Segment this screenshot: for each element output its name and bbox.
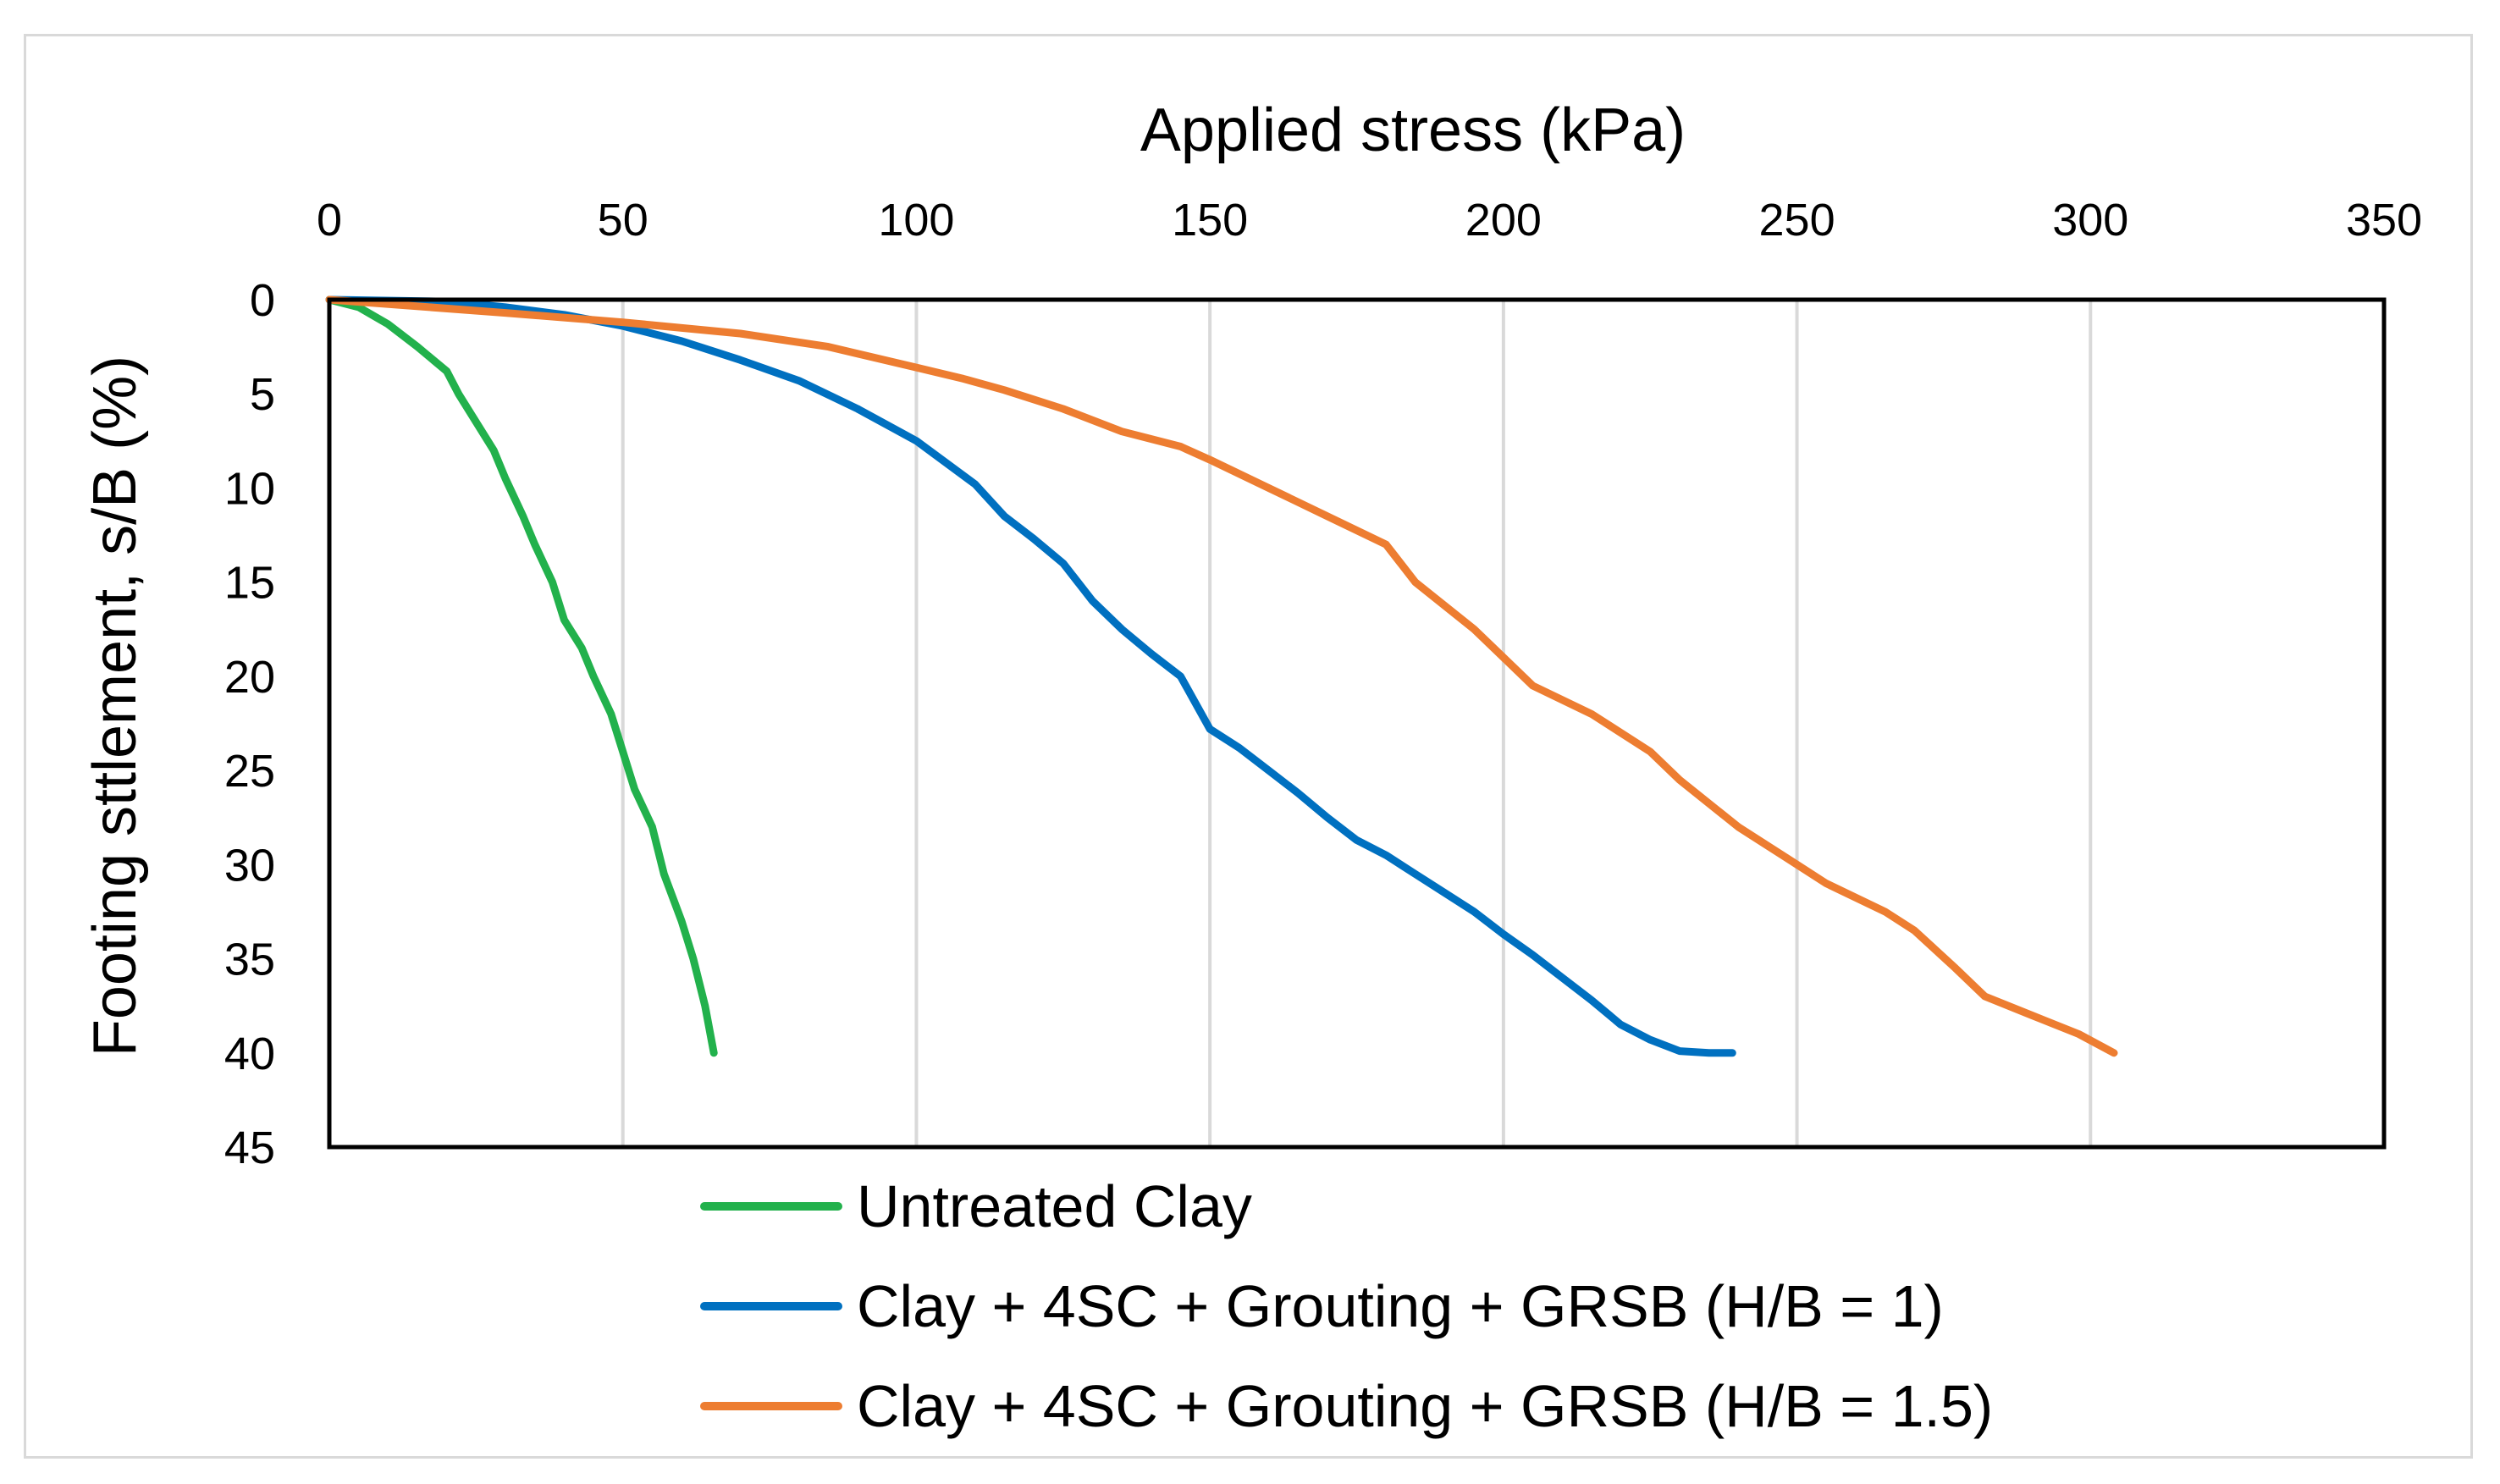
- x-axis-title: Applied stress (kPa): [1140, 97, 1686, 164]
- y-tick-label: 0: [250, 275, 275, 326]
- series-line-2: [325, 295, 1736, 1057]
- x-tick-labels: 0 50 100 150 200 250 300 350: [317, 195, 2422, 245]
- x-tick-label: 0: [317, 195, 342, 245]
- y-tick-label: 30: [224, 840, 275, 891]
- y-tick-labels: 0 5 10 15 20 25 30 35 40 45: [224, 275, 275, 1173]
- x-tick-label: 100: [878, 195, 954, 245]
- legend-label-3: Clay + 4SC + Grouting + GRSB (H/B = 1.5): [857, 1373, 1993, 1439]
- x-tick-label: 50: [598, 195, 648, 245]
- series-line-3: [325, 295, 2118, 1057]
- series-line-1: [325, 295, 718, 1057]
- y-axis-title: Footing sttlement, s/B (%): [81, 356, 149, 1056]
- x-tick-label: 150: [1172, 195, 1248, 245]
- legend-label-2: Clay + 4SC + Grouting + GRSB (H/B = 1): [857, 1273, 1944, 1339]
- legend-label-1: Untreated Clay: [857, 1173, 1252, 1239]
- y-tick-label: 40: [224, 1029, 275, 1079]
- y-tick-label: 20: [224, 652, 275, 703]
- x-tick-label: 350: [2346, 195, 2422, 245]
- x-tick-label: 200: [1465, 195, 1542, 245]
- plot-area-border: [327, 297, 2387, 1150]
- y-tick-label: 5: [250, 369, 275, 420]
- chart-frame: [24, 34, 2473, 1459]
- y-tick-label: 15: [224, 558, 275, 609]
- y-tick-label: 35: [224, 935, 275, 985]
- y-tick-label: 10: [224, 463, 275, 514]
- series-lines: [325, 295, 2118, 1057]
- grid-lines: [621, 300, 2093, 1147]
- legend: Untreated Clay Clay + 4SC + Grouting + GR…: [700, 1173, 1993, 1439]
- y-tick-label: 25: [224, 746, 275, 797]
- x-tick-label: 250: [1759, 195, 1835, 245]
- x-tick-label: 300: [2052, 195, 2128, 245]
- y-tick-label: 45: [224, 1123, 275, 1173]
